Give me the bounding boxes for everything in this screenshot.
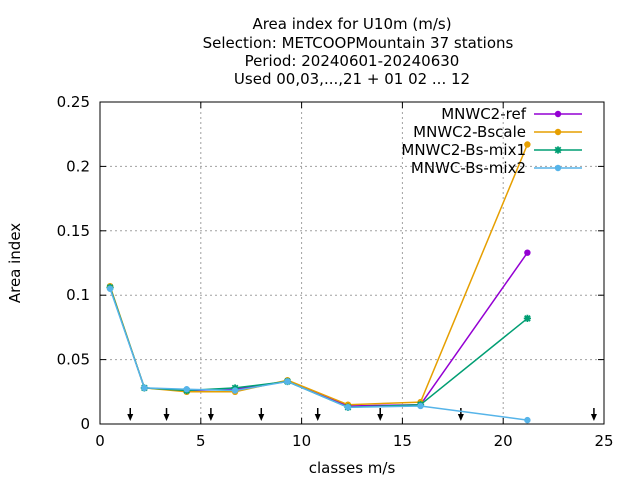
- y-tick-label: 0.15: [57, 222, 90, 240]
- data-point: [344, 404, 352, 411]
- y-tick-label: 0: [80, 415, 90, 433]
- x-tick-label: 5: [196, 432, 206, 450]
- class-boundary-arrow-head: [163, 414, 170, 421]
- grid: [100, 102, 604, 424]
- axis-ticks: 0 5 10 15 20 25 0 0.05 0.1 0.15 0.2 0.25: [57, 93, 614, 450]
- series-mnwc2-ref: [106, 249, 531, 410]
- x-tick-label: 20: [494, 432, 513, 450]
- legend-label: MNWC2-ref: [441, 105, 526, 123]
- legend-marker: [554, 164, 562, 172]
- x-tick-label: 25: [594, 432, 613, 450]
- data-point: [284, 378, 291, 385]
- x-tick-label: 10: [292, 432, 311, 450]
- series-lines: [106, 141, 531, 424]
- legend-label: MNWC2-Bscale: [413, 123, 526, 141]
- y-tick-label: 0.05: [57, 351, 90, 369]
- x-tick-label: 15: [393, 432, 412, 450]
- title-line-2: Selection: METCOOPMountain 37 stations: [203, 34, 514, 52]
- data-point: [231, 387, 239, 394]
- legend-marker: [554, 146, 562, 154]
- class-boundary-arrow-head: [258, 414, 265, 421]
- plot-frame: [99, 101, 605, 425]
- y-tick-label: 0.1: [66, 286, 90, 304]
- title-line-4: Used 00,03,...,21 + 01 02 ... 12: [234, 70, 470, 88]
- class-boundary-arrow-head: [207, 414, 214, 421]
- x-axis-label: classes m/s: [309, 459, 396, 477]
- data-point: [183, 386, 190, 393]
- class-boundary-arrow-head: [314, 414, 321, 421]
- y-tick-label: 0.2: [66, 157, 90, 175]
- series-mnwc2-bs-mix1: [106, 283, 531, 411]
- x-tick-label: 0: [95, 432, 105, 450]
- title-line-3: Period: 20240601-20240630: [245, 52, 460, 70]
- class-boundary-arrow-head: [457, 414, 464, 421]
- y-axis-label: Area index: [6, 223, 24, 303]
- legend-label: MNWC-Bs-mix2: [411, 159, 526, 177]
- data-point: [524, 249, 531, 256]
- data-point: [524, 141, 531, 148]
- series-mnwc-bs-mix2: [106, 285, 531, 424]
- series-line: [109, 252, 529, 407]
- legend-marker: [554, 128, 562, 136]
- data-point: [141, 384, 148, 392]
- class-boundary-arrow-head: [590, 414, 597, 421]
- legend: MNWC2-refMNWC2-BscaleMNWC2-Bs-mix1MNWC-B…: [401, 105, 582, 177]
- class-boundary-arrow-head: [127, 414, 134, 421]
- data-point: [524, 416, 531, 424]
- series-line: [109, 288, 528, 421]
- legend-label: MNWC2-Bs-mix1: [401, 141, 526, 159]
- title-line-1: Area index for U10m (m/s): [252, 15, 451, 33]
- data-point: [106, 285, 114, 292]
- series-line: [109, 144, 529, 406]
- y-tick-label: 0.25: [57, 93, 90, 111]
- legend-marker: [554, 110, 562, 118]
- data-point: [523, 314, 531, 322]
- chart-title: Area index for U10m (m/s) Selection: MET…: [203, 15, 514, 88]
- class-boundary-markers: [127, 408, 597, 421]
- class-boundary-arrow-head: [377, 414, 384, 421]
- data-point: [417, 402, 424, 410]
